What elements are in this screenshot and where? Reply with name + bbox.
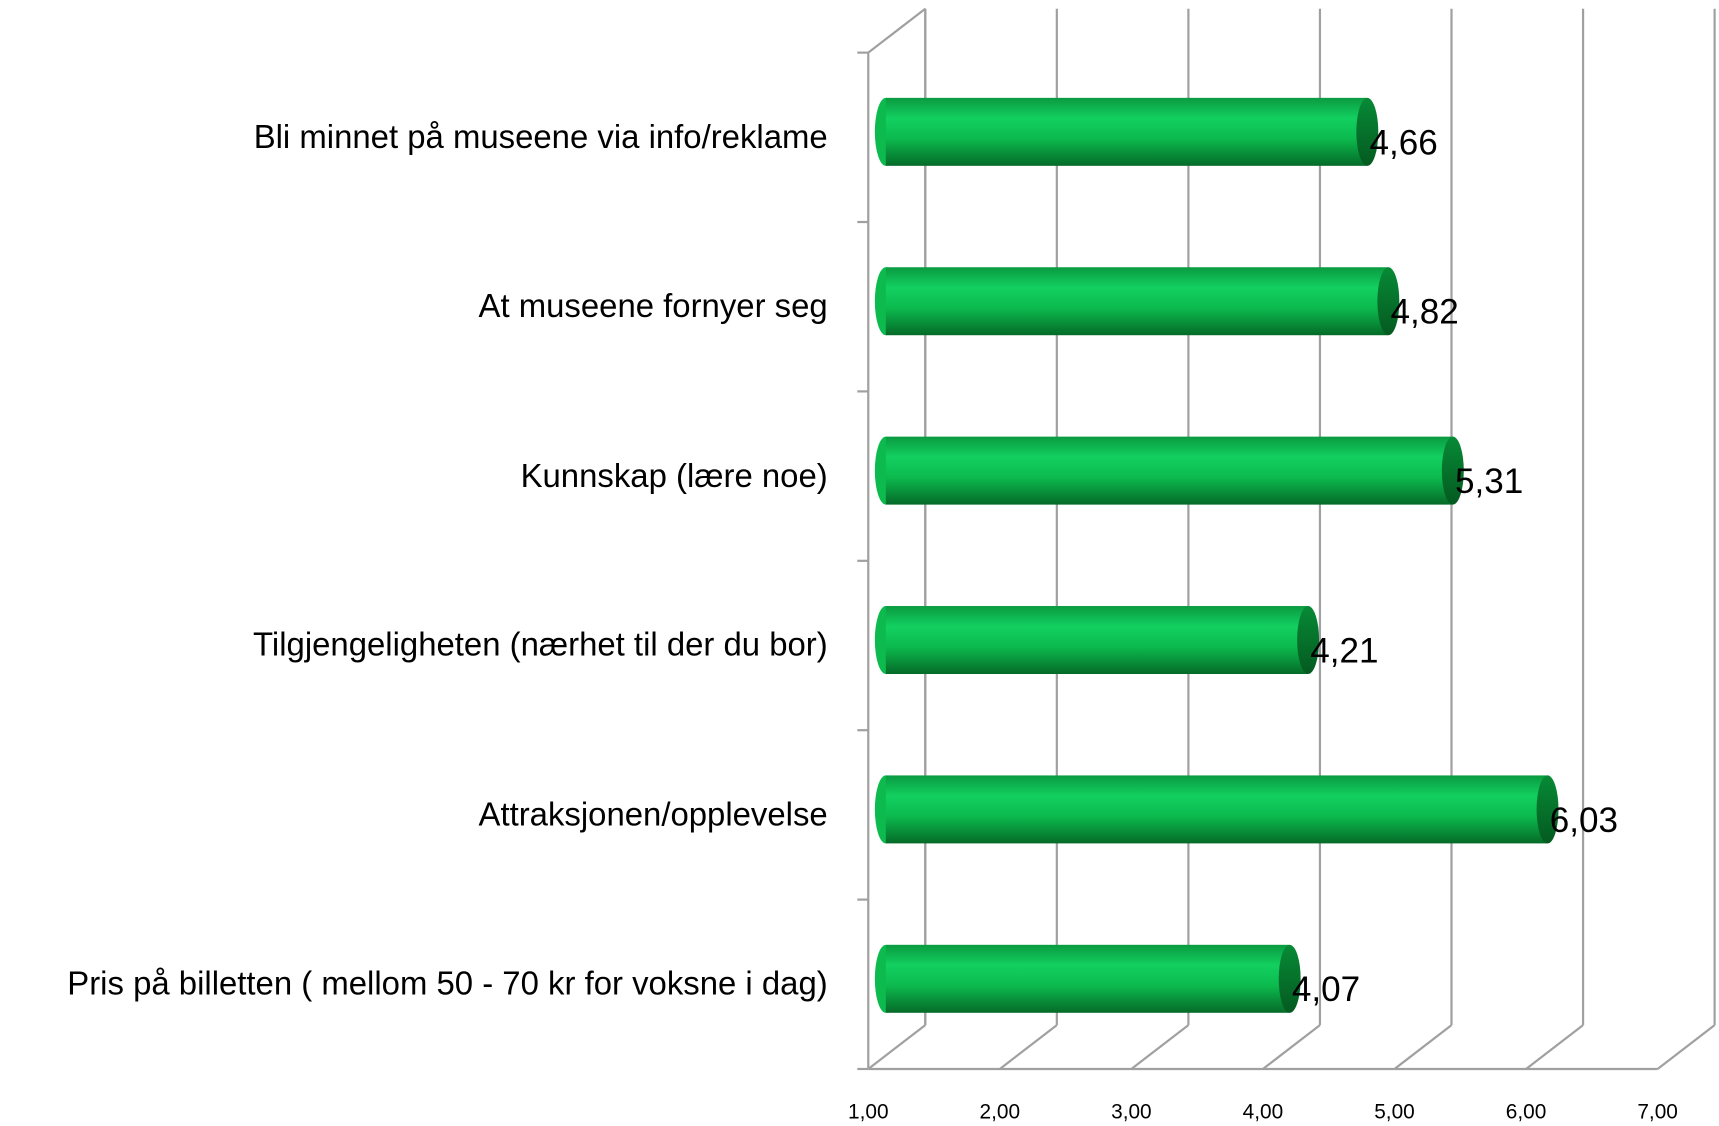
floor-line (1262, 1024, 1321, 1070)
data-label: 4,07 (1292, 970, 1360, 1009)
bar-end-cap (1536, 775, 1559, 844)
bar (885, 267, 1389, 336)
category-label: Attraksjonen/opplevelse (478, 796, 828, 833)
category-label-wrap: Tilgjengeligheten (nærhet til der du bor… (0, 561, 828, 730)
floor-line (1130, 1024, 1190, 1070)
data-label: 4,82 (1391, 293, 1459, 332)
bar-end-cap (1356, 97, 1379, 166)
data-label: 4,21 (1310, 631, 1378, 670)
x-tick-label: 4,00 (1243, 1100, 1284, 1123)
floor-line (867, 1024, 926, 1070)
category-label: Pris på billetten ( mellom 50 - 70 kr fo… (67, 965, 828, 1003)
category-label-wrap: Attraksjonen/opplevelse (0, 730, 828, 899)
bar (885, 97, 1368, 166)
category-label: Kunnskap (lære noe) (520, 457, 828, 494)
data-label: 5,31 (1455, 462, 1523, 501)
x-tick-label: 7,00 (1637, 1100, 1678, 1123)
category-label-wrap: Bli minnet på museene via info/reklame (0, 53, 828, 222)
category-label-box: Attraksjonen/opplevelse (0, 730, 828, 899)
x-tick-label: 3,00 (1111, 1100, 1152, 1123)
axis-wall (867, 7, 926, 54)
x-tick-label: 2,00 (980, 1100, 1021, 1123)
category-label-box: Tilgjengeligheten (nærhet til der du bor… (0, 561, 828, 730)
category-label-box: At museene fornyer seg (0, 222, 828, 391)
bar-end-cap (1377, 267, 1400, 336)
category-label-box: Kunnskap (lære noe) (0, 391, 828, 560)
data-label: 4,66 (1369, 123, 1437, 162)
x-tick-label: 5,00 (1374, 1100, 1415, 1123)
x-tick-label: 1,00 (848, 1100, 889, 1123)
bar-end-cap (1441, 436, 1464, 505)
category-label-wrap: At museene fornyer seg (0, 222, 828, 391)
category-label: At museene fornyer seg (478, 288, 828, 325)
floor-line (1656, 1024, 1716, 1070)
bar (885, 436, 1453, 505)
bar (885, 944, 1290, 1013)
bar-end-cap (1278, 944, 1301, 1013)
bar (885, 775, 1548, 844)
category-label-wrap: Kunnskap (lære noe) (0, 391, 828, 560)
floor-line (1525, 1024, 1584, 1070)
category-label: Bli minnet på museene via info/reklame (253, 118, 828, 156)
x-tick-label: 6,00 (1506, 1100, 1547, 1123)
category-label-wrap: Pris på billetten ( mellom 50 - 70 kr fo… (0, 900, 828, 1069)
bar-end-cap (1297, 606, 1320, 675)
category-label: Tilgjengeligheten (nærhet til der du bor… (253, 627, 828, 664)
floor-line (1393, 1024, 1453, 1070)
category-label-box: Bli minnet på museene via info/reklame (0, 53, 828, 222)
category-label-box: Pris på billetten ( mellom 50 - 70 kr fo… (0, 900, 828, 1069)
bar (885, 606, 1309, 675)
data-label: 6,03 (1550, 801, 1618, 840)
floor-line (999, 1024, 1058, 1070)
